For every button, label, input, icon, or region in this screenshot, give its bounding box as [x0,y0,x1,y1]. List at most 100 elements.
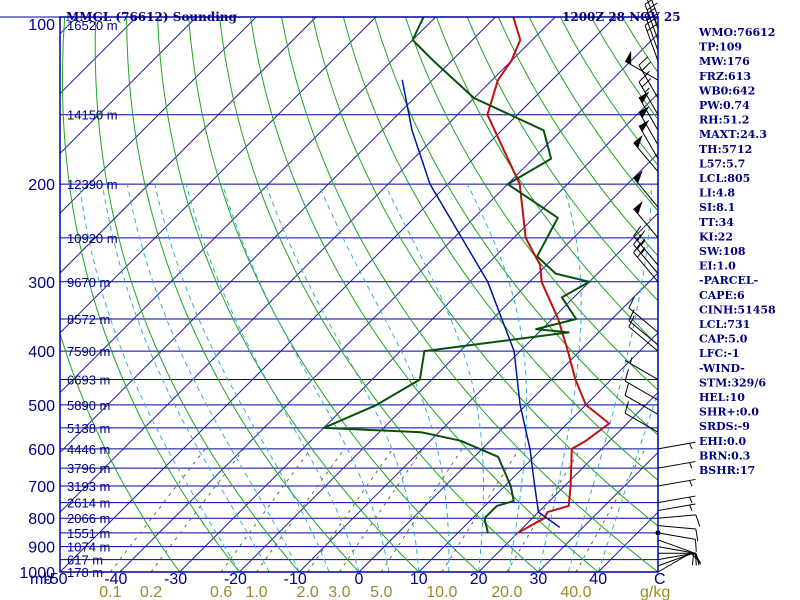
dewpoint-point [588,281,590,283]
dry-adiabat-80 [373,17,658,436]
wind-barb [633,225,659,266]
wind-barb [657,495,696,504]
dewpoint-point [550,158,552,160]
parcel-point [411,129,413,131]
dewpoint-point [323,427,325,429]
height-label: 5890 m [67,398,110,413]
dry-adiabat-110 [466,17,658,302]
dry-adiabat-60 [311,17,658,527]
pressure-tick-label: 400 [28,344,55,361]
parcel-point [537,511,540,513]
isotherm-10 [418,332,658,572]
index-line: LCL:731 [699,318,750,331]
moist-adiabat-10 [265,183,420,572]
index-line: TH:5712 [699,143,752,156]
wind-barb [658,552,700,566]
dewpoint-series [322,17,591,534]
dewpoint-point [575,318,577,320]
height-label: 178 m [67,565,103,580]
dewpoint-point [497,456,499,458]
index-line: LFC:-1 [699,347,740,360]
pressure-tick-label: 100 [28,17,55,34]
parcel-point [487,281,489,283]
height-label: 1074 m [67,540,110,555]
parcel-point [429,183,431,185]
wind-barb [624,401,659,433]
temperature-point [486,114,488,116]
height-label: 5138 m [67,421,110,436]
temperature-tick-label: 40 [589,571,607,588]
dewpoint-point [535,328,537,330]
temperature-unit-label: C [654,571,666,588]
temperature-point [546,511,549,513]
moist-adiabat-30 [537,183,582,572]
isotherm--110 [60,17,257,214]
wind-barb [657,503,696,512]
wind-barb [647,0,659,29]
temperature-point [539,264,541,266]
temperature-point [543,517,545,519]
temperature-point [540,281,543,283]
wind-barb [628,296,659,333]
dry-adiabat-10 [157,17,420,572]
temperature-point [574,378,576,381]
isotherm-lines [60,17,658,572]
moist-adiabat--15 [101,184,270,572]
isotherm-0 [358,272,658,572]
height-label: 10920 m [67,231,118,246]
dry-adiabat-40 [249,17,599,572]
wind-barb-column [624,0,702,573]
isotherm--120 [60,17,197,155]
dry-adiabat--30 [60,331,181,572]
mixing-ratio-axis-labels: 0.1 0.2 0.6 1.0 2.0 3.0 5.0 10.0 20.0 40.0 [99,584,591,600]
parcel-point [529,448,531,450]
dry-adiabat-50 [280,17,658,572]
temperature-tick-label: 10 [410,571,428,588]
temperature-point [497,79,499,81]
dewpoint-point [542,129,545,131]
mixing-ratio-lines [109,448,646,572]
index-line: SHR+:0.0 [699,406,759,419]
index-line: TT:34 [699,216,734,229]
index-line: WB0:642 [698,84,755,97]
mixing-ratio-tick-label: 10.0 [426,584,457,600]
isotherm-30 [538,451,658,572]
isotherm--50 [60,17,616,572]
wind-barb [624,383,659,415]
moist-adiabat--5 [154,183,330,572]
index-line: CAPE:6 [699,289,745,302]
mixing-ratio-line-0.2 [150,448,245,572]
pressure-tick-label: 600 [28,442,55,459]
wind-barb [657,539,695,566]
index-line: STM:329/6 [699,376,766,389]
dry-adiabat--20 [61,17,241,572]
moist-adiabat-lines [78,183,658,572]
temperature-tick-label: -10 [284,571,307,588]
height-label: 8572 m [67,312,110,327]
height-label: 3193 m [67,479,110,494]
temperature-point [571,448,573,450]
mixing-ratio-line-2.0 [307,448,394,572]
index-line: L57:5.7 [699,157,745,170]
isotherm--60 [60,17,556,513]
dewpoint-point [557,217,559,219]
moist-adiabat-5 [222,183,390,572]
dewpoint-point [496,505,498,507]
index-line: PW:0.74 [699,99,750,112]
parcel-series [401,79,560,528]
moist-adiabat-20 [384,183,484,572]
moist-adiabat-0 [185,183,360,572]
wind-barb [624,357,659,380]
temperature-tick-label: 20 [470,571,488,588]
isotherm--10 [298,212,658,572]
height-label: 4446 m [67,442,110,457]
pressure-axis-labels: 100 200 300 400 500 600 700 800 900 1000 [19,17,55,582]
pressure-tick-label: 800 [28,511,55,528]
pressure-tick-label: 900 [28,540,55,557]
pressure-tick-label: 200 [28,177,55,194]
dry-adiabat-70 [342,17,658,481]
dewpoint-point [536,255,538,258]
isotherm--90 [60,17,377,334]
mixing-ratio-tick-label: 3.0 [328,584,350,600]
